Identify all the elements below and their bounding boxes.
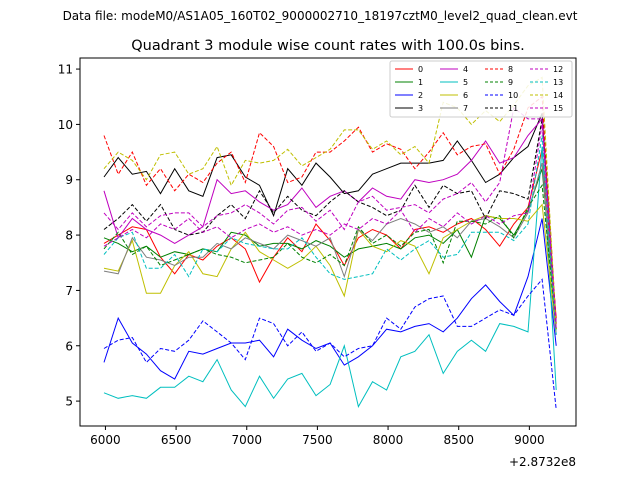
y-tick-label-8: 8 (65, 229, 73, 243)
legend-label-2: 2 (418, 91, 423, 100)
legend-label-9: 9 (508, 78, 513, 87)
plot-border (79, 57, 577, 427)
series-line-12 (103, 106, 557, 324)
legend-label-8: 8 (508, 65, 513, 74)
series-line-15 (103, 124, 557, 330)
legend-label-12: 12 (553, 65, 563, 74)
legend-label-0: 0 (418, 65, 423, 74)
y-tick-label-10: 10 (58, 118, 73, 132)
legend-label-1: 1 (418, 78, 423, 87)
legend-label-6: 6 (463, 91, 468, 100)
x-offset-label: +2.8732e8 (509, 455, 576, 469)
chart-title: Quadrant 3 module wise count rates with … (131, 38, 525, 54)
series-line-7 (103, 162, 557, 335)
series-line-10 (103, 278, 557, 410)
x-tick-label-6000: 6000 (90, 433, 121, 447)
y-tick-label-6: 6 (65, 339, 73, 353)
legend-label-7: 7 (463, 104, 468, 113)
legend-label-3: 3 (418, 104, 423, 113)
x-tick-label-7000: 7000 (231, 433, 262, 447)
legend-label-4: 4 (463, 65, 468, 74)
y-tick-label-5: 5 (65, 395, 73, 409)
y-tick-label-9: 9 (65, 173, 73, 187)
series-line-6 (103, 203, 557, 335)
legend-label-13: 13 (553, 78, 563, 87)
series-line-0 (103, 149, 557, 319)
legend-label-10: 10 (508, 91, 518, 100)
series-line-1 (103, 168, 557, 324)
x-tick-label-9000: 9000 (514, 433, 545, 447)
series-line-5 (103, 146, 557, 408)
y-axis: 5 6 7 8 9 10 11 (58, 63, 80, 409)
series-line-3 (103, 113, 557, 330)
legend-box (389, 60, 573, 118)
chart-suptitle: Data file: modeM0/AS1A05_160T02_90000027… (63, 9, 578, 23)
series-line-9 (103, 183, 557, 330)
plot-frame (80, 58, 576, 426)
legend-label-11: 11 (508, 104, 518, 113)
x-tick-label-6500: 6500 (161, 433, 192, 447)
legend-label-5: 5 (463, 78, 468, 87)
x-tick-label-8500: 8500 (443, 433, 474, 447)
y-tick-label-7: 7 (65, 284, 73, 298)
plot-area (79, 57, 577, 427)
x-tick-label-7500: 7500 (302, 433, 333, 447)
x-axis: 6000 6500 7000 7500 8000 8500 9000 (90, 426, 545, 447)
series-line-11 (103, 118, 557, 324)
series-line-8 (103, 95, 557, 324)
legend-label-15: 15 (553, 104, 563, 113)
series-line-4 (103, 117, 557, 330)
y-tick-label-11: 11 (58, 63, 73, 77)
series-line-14 (103, 76, 557, 330)
x-tick-label-8000: 8000 (373, 433, 404, 447)
legend-label-14: 14 (553, 91, 563, 100)
